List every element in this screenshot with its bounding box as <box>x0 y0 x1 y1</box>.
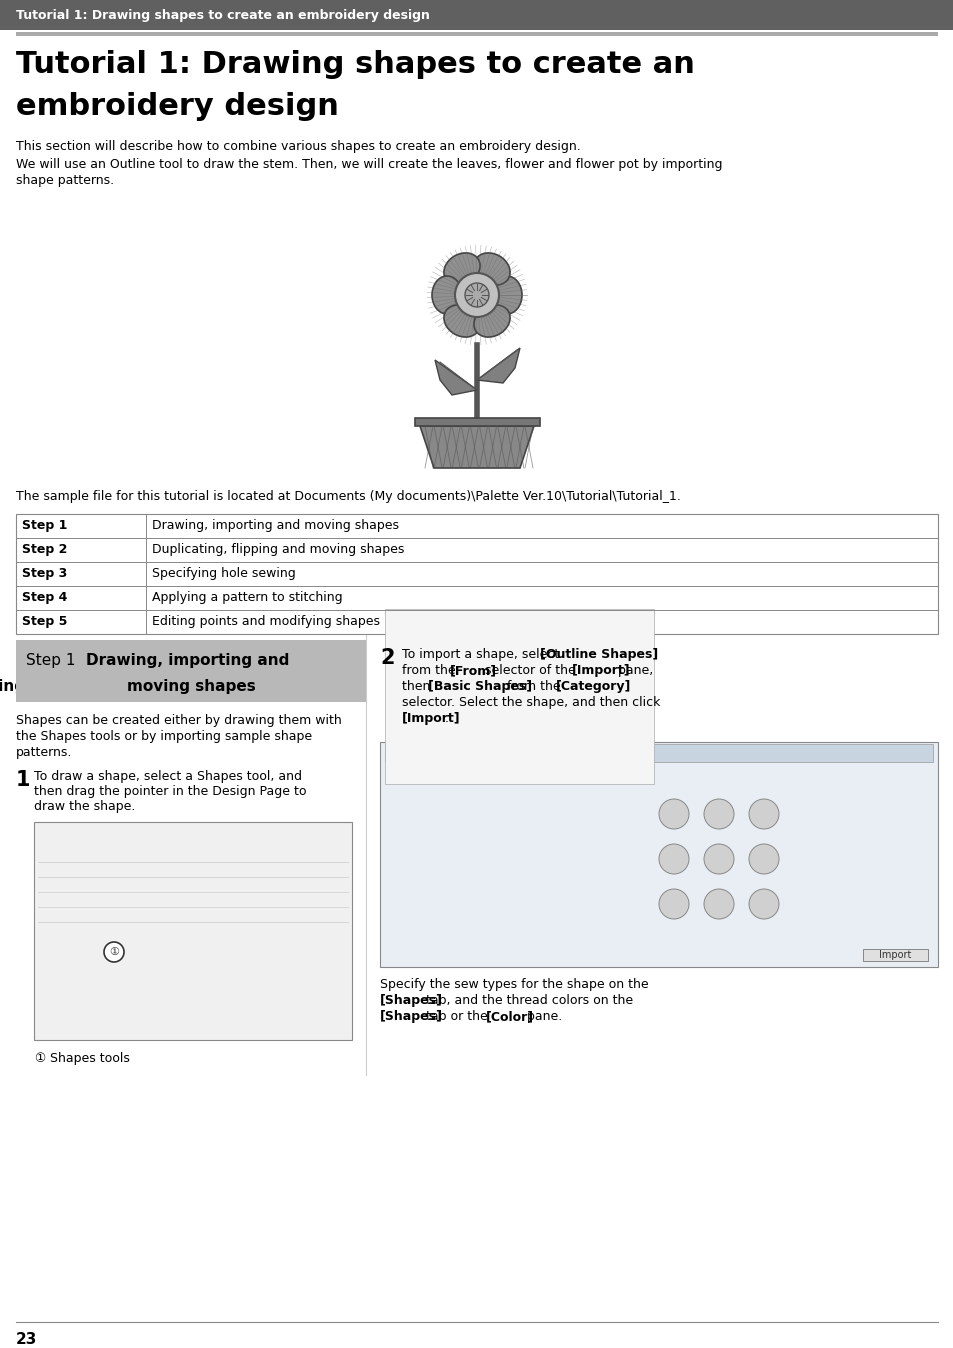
Ellipse shape <box>474 253 510 286</box>
Circle shape <box>659 799 688 829</box>
Circle shape <box>455 274 498 317</box>
Text: To draw a shape, select a Shapes tool, and: To draw a shape, select a Shapes tool, a… <box>34 770 302 783</box>
Circle shape <box>748 799 779 829</box>
Bar <box>16 640 366 702</box>
Bar <box>862 949 927 961</box>
Ellipse shape <box>492 276 521 314</box>
Text: selector of the: selector of the <box>481 665 579 677</box>
Text: This section will describe how to combine various shapes to create an embroidery: This section will describe how to combin… <box>16 140 580 154</box>
Text: Applying a pattern to stitching: Applying a pattern to stitching <box>152 592 342 604</box>
Circle shape <box>703 799 733 829</box>
Polygon shape <box>415 418 539 426</box>
Text: ①: ① <box>109 948 119 957</box>
Text: Drawing, importing and: Drawing, importing and <box>84 655 287 670</box>
Text: Shapes tools: Shapes tools <box>50 1051 130 1065</box>
Text: Specify the sew types for the shape on the: Specify the sew types for the shape on t… <box>379 979 648 991</box>
Text: The sample file for this tutorial is located at Documents (My documents)\Palette: The sample file for this tutorial is loc… <box>16 491 680 503</box>
Text: moving shapes: moving shapes <box>127 678 255 693</box>
Text: Step 5: Step 5 <box>22 616 68 628</box>
Text: Step 3: Step 3 <box>22 568 67 581</box>
Text: Step 1: Step 1 <box>26 652 75 667</box>
Circle shape <box>659 888 688 919</box>
Text: Step 2: Step 2 <box>22 543 68 557</box>
Text: the Shapes tools or by importing sample shape: the Shapes tools or by importing sample … <box>16 731 312 743</box>
Text: Shapes can be created either by drawing them with: Shapes can be created either by drawing … <box>16 714 341 727</box>
Text: .: . <box>444 712 448 725</box>
Text: 1: 1 <box>16 770 30 790</box>
Ellipse shape <box>443 305 479 337</box>
Text: from the: from the <box>502 679 564 693</box>
Bar <box>34 822 352 1041</box>
Polygon shape <box>476 348 519 383</box>
Circle shape <box>748 844 779 874</box>
Text: Step 1: Step 1 <box>22 519 68 532</box>
Bar <box>0 0 953 30</box>
Text: ①: ① <box>34 1051 45 1065</box>
Text: moving shapes: moving shapes <box>127 681 255 696</box>
Text: Import: Import <box>878 950 910 960</box>
Text: Tutorial 1: Drawing shapes to create an: Tutorial 1: Drawing shapes to create an <box>16 50 694 80</box>
Bar <box>16 640 366 702</box>
Circle shape <box>748 888 779 919</box>
Circle shape <box>659 844 688 874</box>
Text: [Category]: [Category] <box>555 679 631 693</box>
Text: [Color]: [Color] <box>485 1010 534 1023</box>
Text: Step 1: Step 1 <box>26 655 75 670</box>
Text: moving shapes: moving shapes <box>0 678 91 693</box>
Text: [Basic Shapes]: [Basic Shapes] <box>428 679 532 693</box>
Bar <box>385 744 932 762</box>
Bar <box>385 609 654 785</box>
Text: [Import]: [Import] <box>571 665 630 677</box>
Text: shape patterns.: shape patterns. <box>16 174 114 187</box>
Text: Step 4: Step 4 <box>22 592 68 604</box>
Text: selector. Select the shape, and then click: selector. Select the shape, and then cli… <box>401 696 659 709</box>
Text: [From]: [From] <box>449 665 497 677</box>
Text: tab or the: tab or the <box>422 1010 492 1023</box>
Text: [Import]: [Import] <box>401 712 460 725</box>
Text: draw the shape.: draw the shape. <box>34 799 135 813</box>
Text: Drawing, importing and moving shapes: Drawing, importing and moving shapes <box>152 519 398 532</box>
Text: [Shapes]: [Shapes] <box>379 993 442 1007</box>
Circle shape <box>703 844 733 874</box>
Bar <box>16 32 937 36</box>
Text: then drag the pointer in the Design Page to: then drag the pointer in the Design Page… <box>34 785 306 798</box>
Text: embroidery design: embroidery design <box>16 92 338 121</box>
Polygon shape <box>419 426 534 468</box>
Ellipse shape <box>474 305 510 337</box>
Text: Specifying hole sewing: Specifying hole sewing <box>152 568 295 581</box>
Ellipse shape <box>432 276 461 314</box>
Circle shape <box>464 283 489 307</box>
Text: We will use an Outline tool to draw the stem. Then, we will create the leaves, f: We will use an Outline tool to draw the … <box>16 158 721 171</box>
Bar <box>379 741 937 967</box>
Text: 2: 2 <box>379 648 395 669</box>
Text: 23: 23 <box>16 1333 37 1348</box>
Text: Drawing, importing and: Drawing, importing and <box>86 652 289 667</box>
Ellipse shape <box>443 253 479 286</box>
Text: tab, and the thread colors on the: tab, and the thread colors on the <box>422 993 633 1007</box>
Text: pane.: pane. <box>522 1010 561 1023</box>
Text: Tutorial 1: Drawing shapes to create an embroidery design: Tutorial 1: Drawing shapes to create an … <box>16 8 430 22</box>
Text: Editing points and modifying shapes: Editing points and modifying shapes <box>152 616 379 628</box>
Text: then: then <box>401 679 434 693</box>
Text: To import a shape, select: To import a shape, select <box>401 648 562 661</box>
Text: Duplicating, flipping and moving shapes: Duplicating, flipping and moving shapes <box>152 543 404 557</box>
Bar <box>16 514 937 634</box>
Text: from the: from the <box>401 665 459 677</box>
Circle shape <box>104 942 124 962</box>
Text: [Outline Shapes]: [Outline Shapes] <box>539 648 658 661</box>
Polygon shape <box>435 360 476 395</box>
Text: pane,: pane, <box>614 665 653 677</box>
Text: [Shapes]: [Shapes] <box>379 1010 442 1023</box>
Circle shape <box>703 888 733 919</box>
Text: patterns.: patterns. <box>16 745 72 759</box>
